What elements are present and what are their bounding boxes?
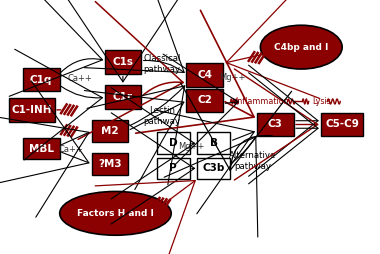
Text: C4bp and I: C4bp and I <box>274 43 328 52</box>
Text: C4: C4 <box>197 70 212 80</box>
Text: C3b: C3b <box>203 163 225 173</box>
Text: Inflammation: Inflammation <box>235 97 289 106</box>
Text: Ca++: Ca++ <box>59 145 83 154</box>
Text: Mg++: Mg++ <box>219 73 246 82</box>
Text: Mg++: Mg++ <box>179 142 205 151</box>
FancyBboxPatch shape <box>157 132 190 154</box>
FancyBboxPatch shape <box>157 157 190 179</box>
FancyBboxPatch shape <box>257 113 294 136</box>
Text: M2: M2 <box>101 126 119 136</box>
Text: Ca++: Ca++ <box>68 74 93 83</box>
Text: C1s: C1s <box>112 57 133 67</box>
Text: B: B <box>210 138 218 148</box>
FancyBboxPatch shape <box>321 113 363 136</box>
FancyBboxPatch shape <box>186 89 223 112</box>
Text: C2: C2 <box>197 96 212 105</box>
Text: Alternative
pathway: Alternative pathway <box>229 151 277 171</box>
FancyBboxPatch shape <box>9 98 55 122</box>
Text: C5-C9: C5-C9 <box>325 119 359 130</box>
FancyBboxPatch shape <box>105 85 141 109</box>
FancyBboxPatch shape <box>105 50 141 74</box>
FancyBboxPatch shape <box>23 68 60 91</box>
FancyBboxPatch shape <box>92 120 128 142</box>
Text: MBL: MBL <box>28 144 54 153</box>
Ellipse shape <box>260 25 342 69</box>
Ellipse shape <box>60 192 171 235</box>
Text: C1r: C1r <box>113 92 133 102</box>
Text: C1q: C1q <box>30 74 52 85</box>
Text: Lectin
pathway: Lectin pathway <box>143 106 180 126</box>
Text: ?M3: ?M3 <box>98 159 122 169</box>
Text: C1-INH: C1-INH <box>12 105 52 115</box>
Text: Factors H and I: Factors H and I <box>77 209 154 218</box>
Text: Classical
pathway: Classical pathway <box>143 54 180 74</box>
Text: C3: C3 <box>268 119 283 130</box>
Text: D: D <box>169 138 177 148</box>
FancyBboxPatch shape <box>186 64 223 87</box>
FancyBboxPatch shape <box>197 157 231 179</box>
FancyBboxPatch shape <box>92 153 128 175</box>
FancyBboxPatch shape <box>197 132 231 154</box>
Text: P: P <box>169 163 177 173</box>
Text: Lysis: Lysis <box>312 97 331 106</box>
FancyBboxPatch shape <box>23 138 60 160</box>
